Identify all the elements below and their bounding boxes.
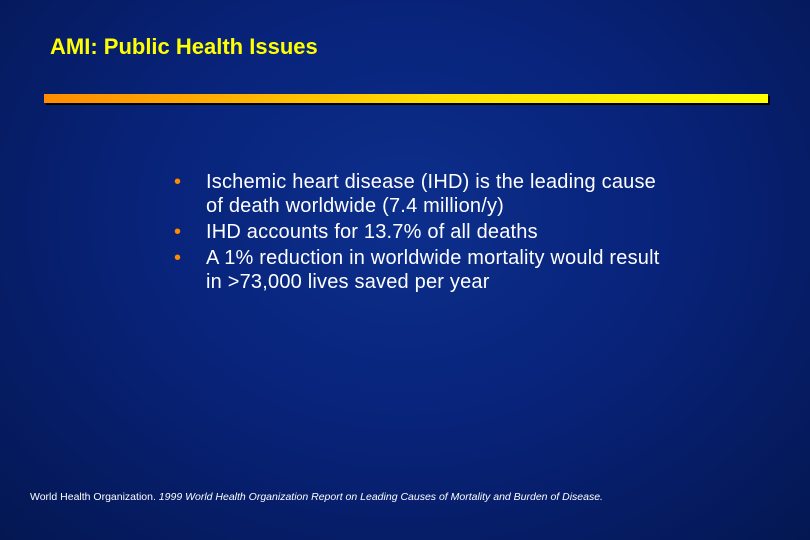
citation: World Health Organization. 1999 World He…	[30, 491, 603, 503]
bullet-text: A 1% reduction in worldwide mortality wo…	[206, 247, 660, 293]
bullet-icon: •	[174, 247, 182, 269]
bullet-icon: •	[174, 221, 182, 243]
title-divider	[44, 94, 770, 106]
list-item: • Ischemic heart disease (IHD) is the le…	[174, 170, 674, 218]
list-item: • IHD accounts for 13.7% of all deaths	[174, 220, 674, 244]
title-divider-bar	[44, 94, 768, 103]
bullet-text: Ischemic heart disease (IHD) is the lead…	[206, 171, 657, 217]
bullet-list: • Ischemic heart disease (IHD) is the le…	[174, 170, 674, 296]
citation-title: 1999 World Health Organization Report on…	[158, 491, 603, 503]
bullet-text: IHD accounts for 13.7% of all deaths	[206, 221, 538, 243]
citation-author: World Health Organization.	[30, 491, 156, 503]
slide-title: AMI: Public Health Issues	[50, 34, 318, 59]
bullet-icon: •	[174, 171, 182, 193]
list-item: • A 1% reduction in worldwide mortality …	[174, 246, 674, 294]
